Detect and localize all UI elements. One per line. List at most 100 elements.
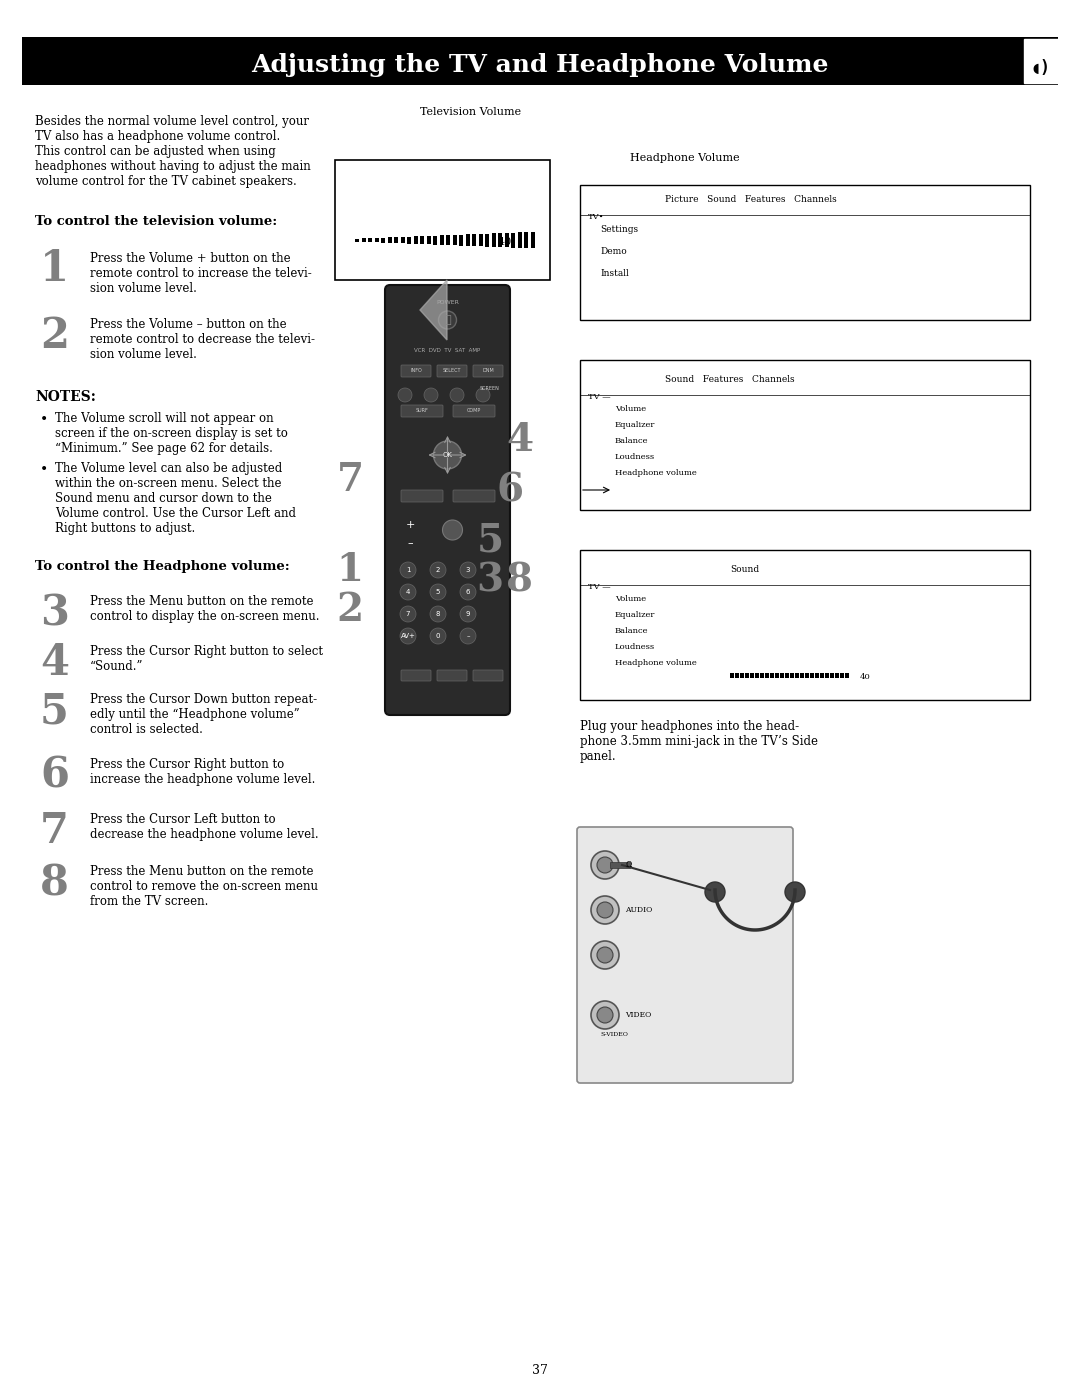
- Bar: [446, 235, 450, 244]
- Circle shape: [424, 388, 438, 402]
- Text: +: +: [405, 520, 415, 529]
- Text: To control the television volume:: To control the television volume:: [35, 215, 278, 228]
- Bar: [740, 672, 743, 678]
- Bar: [407, 236, 411, 243]
- Text: 8: 8: [40, 862, 69, 904]
- Text: Sound: Sound: [730, 564, 759, 574]
- FancyBboxPatch shape: [437, 671, 467, 680]
- Bar: [465, 235, 470, 246]
- Bar: [825, 672, 828, 678]
- Text: AUDIO: AUDIO: [625, 907, 652, 914]
- FancyBboxPatch shape: [580, 184, 1030, 320]
- Text: Headphone volume: Headphone volume: [615, 659, 697, 666]
- Text: NOTES:: NOTES:: [35, 390, 96, 404]
- Text: SELECT: SELECT: [443, 367, 461, 373]
- Bar: [401, 236, 405, 243]
- FancyBboxPatch shape: [335, 161, 550, 279]
- Bar: [517, 232, 522, 247]
- Text: Press the Menu button on the remote
control to remove the on-screen menu
from th: Press the Menu button on the remote cont…: [90, 865, 318, 908]
- Circle shape: [400, 584, 416, 599]
- Text: INFO: INFO: [410, 367, 422, 373]
- Bar: [800, 672, 804, 678]
- Bar: [745, 672, 748, 678]
- Text: 2: 2: [337, 591, 364, 629]
- Bar: [485, 233, 489, 246]
- Text: Headphone volume: Headphone volume: [615, 469, 697, 476]
- Text: TV —: TV —: [588, 393, 610, 401]
- Circle shape: [591, 851, 619, 879]
- Text: ⏻: ⏻: [444, 314, 450, 326]
- Text: TV•: TV•: [588, 212, 605, 221]
- Text: Press the Cursor Right button to select
“Sound.”: Press the Cursor Right button to select …: [90, 645, 323, 673]
- FancyBboxPatch shape: [384, 285, 510, 715]
- Circle shape: [460, 606, 476, 622]
- Text: POWER: POWER: [436, 299, 459, 305]
- Bar: [789, 672, 794, 678]
- Text: 0: 0: [435, 633, 441, 638]
- Circle shape: [400, 562, 416, 578]
- Bar: [472, 235, 476, 246]
- Bar: [835, 672, 838, 678]
- Circle shape: [399, 388, 411, 402]
- Text: Balance: Balance: [615, 627, 648, 636]
- Bar: [750, 672, 754, 678]
- Circle shape: [460, 629, 476, 644]
- Text: Press the Menu button on the remote
control to display the on-screen menu.: Press the Menu button on the remote cont…: [90, 595, 320, 623]
- FancyBboxPatch shape: [453, 490, 495, 502]
- Text: Volume: Volume: [615, 595, 646, 604]
- Circle shape: [705, 882, 725, 902]
- Text: AV+: AV+: [401, 633, 416, 638]
- Circle shape: [433, 441, 461, 469]
- Text: Balance: Balance: [615, 437, 648, 446]
- Text: Adjusting the TV and Headphone Volume: Adjusting the TV and Headphone Volume: [252, 53, 828, 77]
- Bar: [815, 672, 819, 678]
- Text: COMP: COMP: [467, 408, 481, 412]
- Bar: [770, 672, 773, 678]
- Text: 4: 4: [406, 590, 410, 595]
- Text: Press the Cursor Left button to
decrease the headphone volume level.: Press the Cursor Left button to decrease…: [90, 813, 319, 841]
- Text: 40: 40: [498, 237, 512, 247]
- Text: The Volume scroll will not appear on
screen if the on-screen display is set to
“: The Volume scroll will not appear on scr…: [55, 412, 288, 455]
- FancyBboxPatch shape: [437, 365, 467, 377]
- Bar: [765, 672, 769, 678]
- Bar: [840, 672, 843, 678]
- Text: 3: 3: [40, 592, 69, 634]
- FancyBboxPatch shape: [453, 405, 495, 416]
- Text: 4: 4: [507, 420, 534, 460]
- Bar: [524, 232, 528, 249]
- Circle shape: [597, 902, 613, 918]
- Bar: [440, 235, 444, 244]
- Bar: [831, 672, 834, 678]
- Bar: [755, 672, 758, 678]
- Circle shape: [400, 629, 416, 644]
- Bar: [420, 236, 424, 244]
- Bar: [433, 236, 437, 244]
- Text: –: –: [467, 633, 470, 638]
- Polygon shape: [420, 279, 447, 339]
- Bar: [610, 862, 630, 868]
- Bar: [459, 235, 463, 246]
- Text: 7: 7: [406, 610, 410, 617]
- Text: Picture   Sound   Features   Channels: Picture Sound Features Channels: [665, 196, 837, 204]
- Text: Volume: Volume: [615, 405, 646, 414]
- Text: 3: 3: [465, 567, 470, 573]
- Circle shape: [591, 942, 619, 970]
- Text: 6: 6: [465, 590, 470, 595]
- Bar: [805, 672, 809, 678]
- FancyBboxPatch shape: [22, 36, 1058, 85]
- Bar: [491, 233, 496, 247]
- Text: ◖): ◖): [1030, 59, 1050, 77]
- Text: S-VIDEO: S-VIDEO: [600, 1032, 627, 1038]
- Circle shape: [443, 520, 462, 541]
- Text: 6: 6: [497, 471, 524, 509]
- Text: The Volume level can also be adjusted
within the on-screen menu. Select the
Soun: The Volume level can also be adjusted wi…: [55, 462, 296, 535]
- Text: 5: 5: [40, 690, 69, 732]
- Text: 6: 6: [40, 754, 69, 798]
- Bar: [810, 672, 813, 678]
- FancyBboxPatch shape: [401, 671, 431, 680]
- FancyBboxPatch shape: [580, 550, 1030, 700]
- Text: VIDEO: VIDEO: [625, 1011, 651, 1018]
- Circle shape: [591, 895, 619, 923]
- Text: 8: 8: [507, 562, 534, 599]
- Circle shape: [476, 388, 490, 402]
